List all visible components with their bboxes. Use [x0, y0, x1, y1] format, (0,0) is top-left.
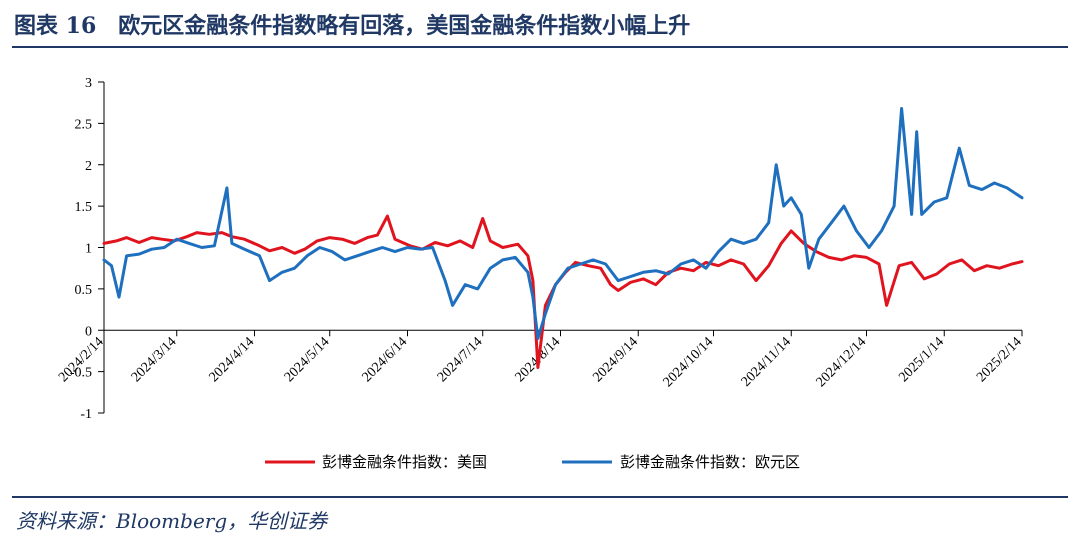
title-divider	[12, 46, 1068, 48]
y-tick-label: 2	[85, 159, 92, 174]
x-tick-label: 2024/10/14	[661, 334, 717, 390]
x-tick-label: 2024/7/14	[435, 334, 486, 385]
legend-label: 彭博金融条件指数：美国	[322, 453, 487, 471]
y-axis: -1 -0.5 0 0.5 1 1.5 2 2.5 3	[70, 76, 105, 422]
x-tick-label: 2024/9/14	[590, 334, 641, 385]
footer-divider	[12, 496, 1068, 498]
y-tick-label: 1.5	[75, 200, 93, 215]
y-tick-label: -1	[80, 407, 92, 422]
x-tick-label: 2024/11/14	[739, 334, 794, 389]
legend-item-eurozone: 彭博金融条件指数：欧元区	[562, 453, 800, 471]
legend-item-us: 彭博金融条件指数：美国	[265, 453, 487, 471]
series-line-eurozone	[102, 107, 1024, 340]
legend-label: 彭博金融条件指数：欧元区	[620, 453, 800, 471]
x-tick-label: 2025/1/14	[896, 334, 947, 385]
y-tick-label: 1	[85, 242, 92, 257]
x-tick-label: 2024/4/14	[207, 334, 258, 385]
x-tick-label: 2024/12/14	[814, 334, 870, 390]
legend: 彭博金融条件指数：美国 彭博金融条件指数：欧元区	[265, 453, 800, 471]
line-chart: -1-0.500.511.522.53 2024/2/14 2024/3/14 20…	[56, 76, 1025, 471]
y-tick-label: 2.5	[75, 117, 93, 132]
x-tick-label: 2024/3/14	[129, 334, 180, 385]
figure-title: 图表 16 欧元区金融条件指数略有回落，美国金融条件指数小幅上升	[14, 13, 691, 39]
y-tick-label: 3	[85, 76, 92, 91]
x-tick-label: 2024/6/14	[360, 334, 411, 385]
y-tick-label: 0	[85, 324, 92, 339]
source-note: 资料来源：Bloomberg，华创证券	[16, 509, 328, 533]
y-tick-label: -0.5	[70, 366, 92, 381]
y-tick-label: 0.5	[75, 283, 93, 298]
x-tick-label: 2025/2/14	[974, 334, 1025, 385]
series-layer	[102, 107, 1024, 369]
x-tick-label: 2024/5/14	[282, 334, 333, 385]
